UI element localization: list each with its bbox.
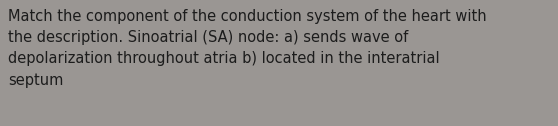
Text: Match the component of the conduction system of the heart with
the description. : Match the component of the conduction sy… <box>8 9 487 88</box>
